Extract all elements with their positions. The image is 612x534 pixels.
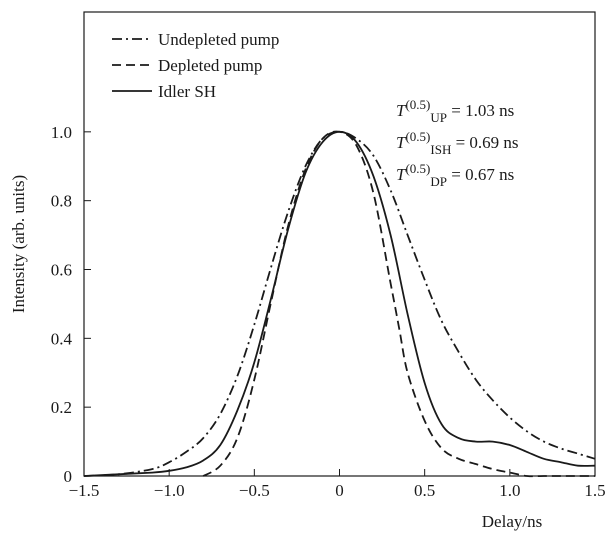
y-tick-label: 0.2 — [51, 398, 72, 417]
y-axis-label: Intensity (arb. units) — [9, 175, 28, 313]
series-line-depleted-pump — [202, 130, 595, 478]
legend-label-undepleted-pump: Undepleted pump — [158, 30, 279, 49]
x-tick-label: −1.0 — [154, 481, 185, 500]
series-group — [83, 130, 596, 478]
x-axis-label: Delay/ns — [482, 512, 542, 531]
x-tick-label: −0.5 — [239, 481, 270, 500]
y-tick-label: 0 — [64, 467, 73, 486]
x-tick-label: 0.5 — [414, 481, 435, 500]
x-tick-label: 1.0 — [499, 481, 520, 500]
x-tick-label: 0 — [335, 481, 344, 500]
ticks: −1.5 −1.0 −0.5 0 0.5 1.0 1.5 0 0.2 0.4 0.6 0.8 1.0 — [51, 123, 606, 500]
legend-label-depleted-pump: Depleted pump — [158, 56, 262, 75]
annotation-ish: T(0.5)ISH = 0.69 ns — [396, 129, 519, 157]
x-tick-label: 1.5 — [584, 481, 605, 500]
annotation-dp: T(0.5)DP = 0.67 ns — [396, 161, 514, 189]
y-tick-label: 1.0 — [51, 123, 72, 142]
annotations: T(0.5)UP = 1.03 ns T(0.5)ISH = 0.69 ns T(0… — [396, 97, 519, 189]
legend: Undepleted pump Depleted pump Idler SH — [112, 30, 279, 101]
annotation-up: T(0.5)UP = 1.03 ns — [396, 97, 514, 125]
y-tick-label: 0.4 — [51, 329, 73, 348]
series-line-undepleted-pump — [83, 130, 596, 477]
x-tick-label: −1.5 — [69, 481, 100, 500]
y-tick-label: 0.6 — [51, 261, 72, 280]
legend-label-idler-sh: Idler SH — [158, 82, 216, 101]
y-tick-label: 0.8 — [51, 192, 72, 211]
series-line-idler-sh — [83, 130, 596, 477]
